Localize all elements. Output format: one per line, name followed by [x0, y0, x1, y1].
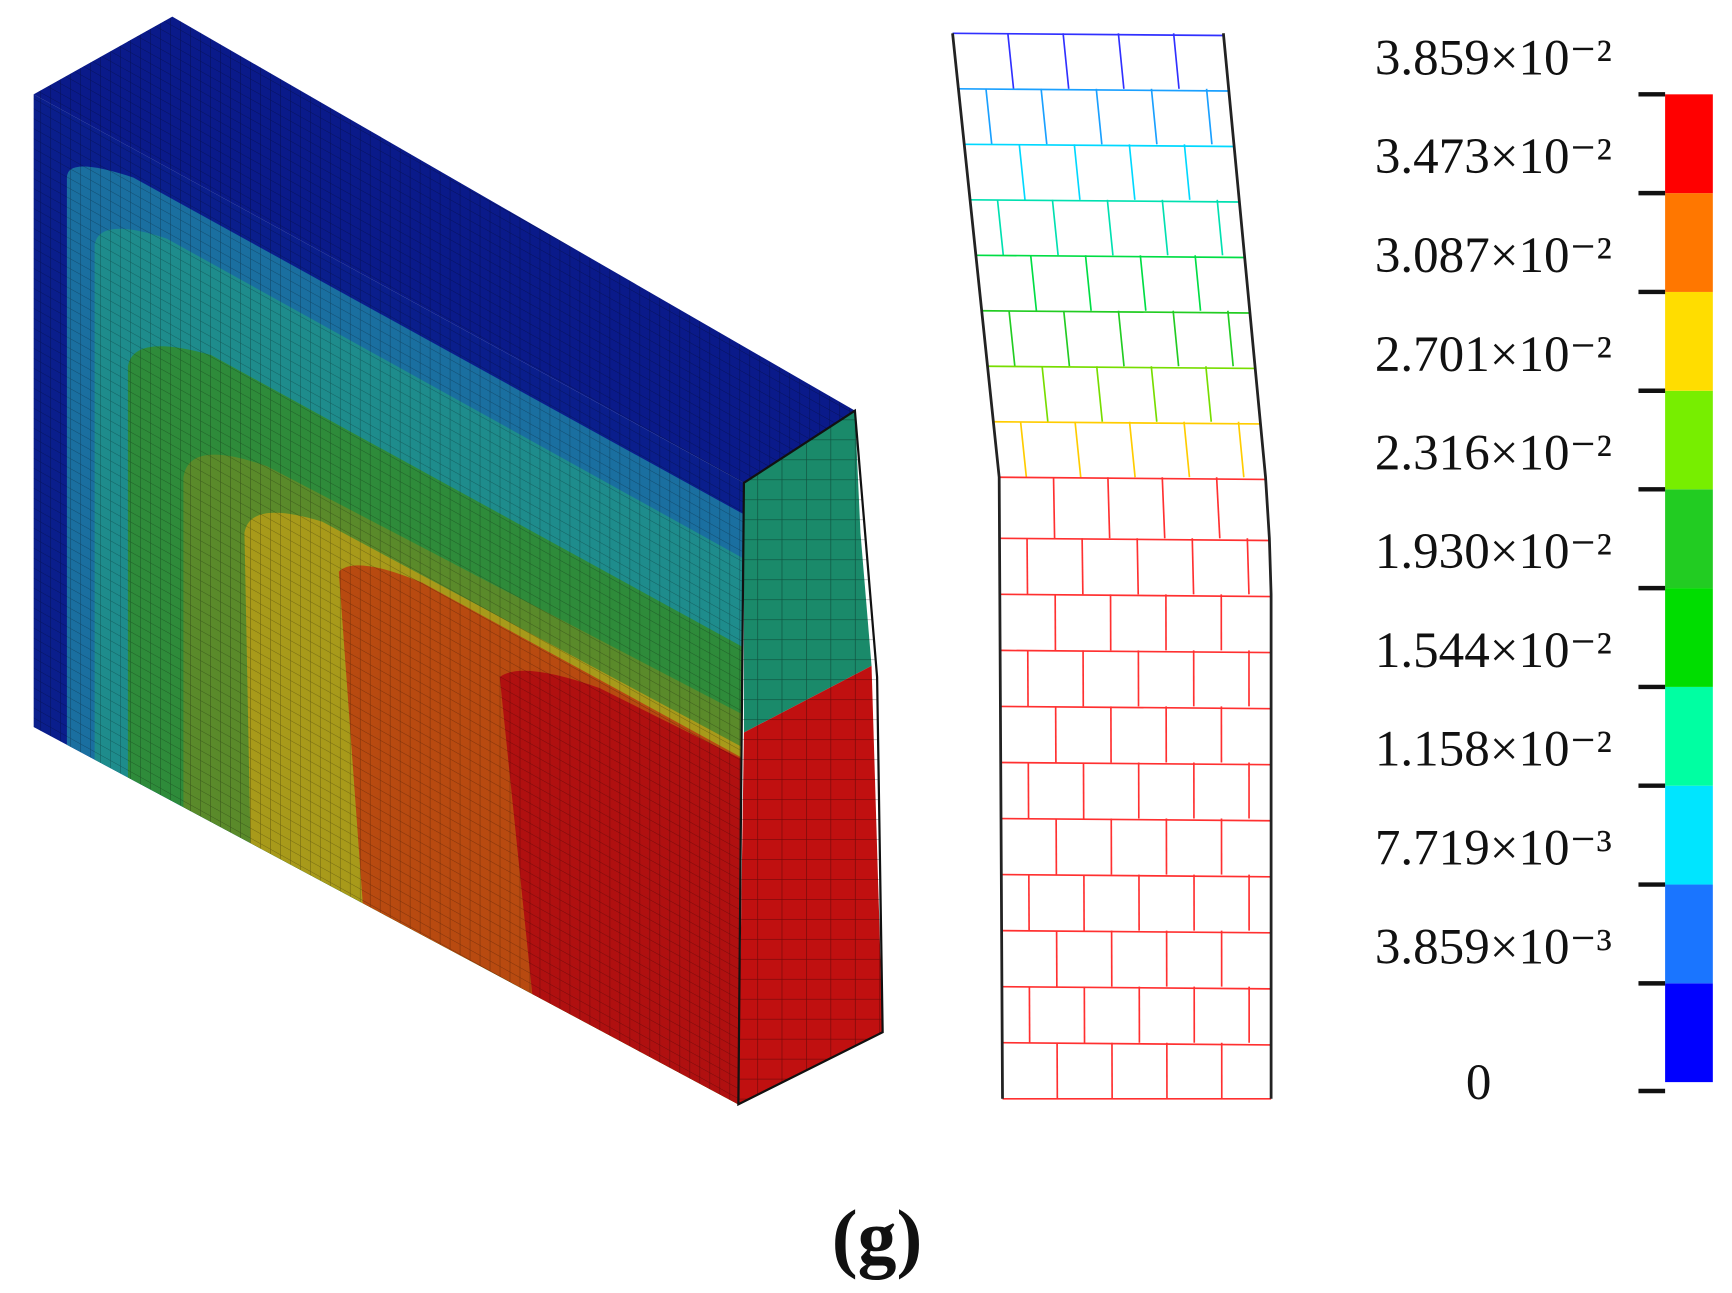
mesh-line [1161, 477, 1166, 539]
mesh-line [1183, 421, 1191, 478]
mesh-line [1000, 649, 1272, 654]
mesh-line [1246, 538, 1250, 595]
mesh-line [1215, 477, 1221, 539]
mesh-line [1161, 199, 1169, 256]
mesh-line [970, 198, 1240, 203]
mesh-line [999, 593, 1272, 598]
color-band [1665, 785, 1713, 885]
color-band [1665, 291, 1713, 391]
tick-label: 7.719×10⁻³ [1375, 821, 1612, 877]
color-band [1665, 390, 1713, 490]
tick-label: 3.087×10⁻² [1375, 228, 1612, 284]
mesh-line [1106, 199, 1114, 256]
mesh-line [1081, 538, 1084, 595]
tick-label: 2.316×10⁻² [1375, 425, 1612, 481]
mesh-line [1128, 421, 1136, 478]
mesh-line [1074, 421, 1082, 478]
mesh-line [1227, 310, 1235, 367]
mesh-line [981, 309, 1250, 314]
mesh-line [1095, 88, 1103, 145]
mesh-line [1150, 88, 1158, 145]
mesh-line [1040, 88, 1048, 145]
column-edge [951, 33, 1004, 1099]
contour-block [33, 16, 884, 1107]
mesh-line [1019, 421, 1028, 478]
color-band [1665, 983, 1713, 1083]
mesh-line [1008, 310, 1016, 367]
mesh-line [1062, 310, 1071, 367]
mesh-line [958, 87, 1229, 92]
column-edge [1221, 33, 1273, 1099]
tick-label: 3.859×10⁻² [1375, 30, 1612, 86]
mesh-line [1001, 817, 1272, 822]
mesh-line [964, 143, 1234, 148]
mesh-line [985, 88, 993, 145]
color-band [1665, 489, 1713, 589]
color-band [1665, 94, 1713, 194]
mesh-line [993, 420, 1261, 425]
mesh-line [1000, 705, 1272, 710]
top-mesh [33, 16, 855, 483]
tick-label: 1.544×10⁻² [1375, 623, 1612, 679]
mesh-line [1084, 255, 1092, 311]
mesh-line [987, 365, 1256, 370]
mesh-line [1205, 366, 1213, 422]
tick-label: 3.473×10⁻² [1375, 129, 1612, 185]
tick-label: 0 [1466, 1055, 1492, 1111]
tick-label: 3.859×10⁻³ [1375, 919, 1612, 975]
mesh-line [1117, 33, 1125, 89]
mesh-line [1001, 929, 1272, 934]
side-mesh [737, 408, 884, 1107]
mesh-line [999, 537, 1270, 542]
mesh-line [1029, 255, 1038, 311]
mesh-line [975, 254, 1245, 259]
color-band [1665, 588, 1713, 687]
mesh-line [1216, 199, 1224, 256]
mesh-line [1018, 144, 1026, 200]
mesh-line [1191, 538, 1195, 595]
mesh-line [1172, 310, 1180, 367]
colorbar: 0 3.859×10⁻³ 7.719×10⁻³ 1.158×10⁻² 1.544×10⁻… [1375, 30, 1713, 1111]
mesh-line [1051, 199, 1059, 256]
mesh-line [1052, 477, 1056, 539]
mesh-line [1128, 144, 1136, 200]
color-band [1665, 686, 1713, 786]
mesh-line [1062, 33, 1070, 89]
mesh-line [1095, 366, 1104, 422]
mesh-line [1237, 421, 1245, 478]
mesh-line [996, 199, 1005, 256]
color-band [1665, 193, 1713, 292]
mesh-line [1117, 310, 1125, 367]
mesh-line [1205, 88, 1213, 145]
mesh-line [1002, 1041, 1272, 1046]
mesh-line [952, 32, 1224, 37]
mesh-line [1107, 477, 1111, 539]
mesh-line [1150, 366, 1158, 422]
mesh-line [1136, 538, 1140, 595]
color-band [1665, 884, 1713, 984]
deformed-mesh [951, 32, 1273, 1100]
mesh-line [1139, 255, 1147, 311]
tick-label: 2.701×10⁻² [1375, 327, 1612, 383]
mesh-line [1000, 761, 1272, 766]
tick-label: 1.158×10⁻² [1375, 722, 1612, 778]
mesh-line [1041, 366, 1049, 422]
mesh-line [1007, 33, 1015, 89]
mesh-line [1172, 33, 1180, 89]
mesh-line [1073, 144, 1081, 200]
mesh-line [999, 476, 1266, 481]
mesh-line [1001, 873, 1272, 878]
tick-label: 1.930×10⁻² [1375, 524, 1612, 580]
mesh-line [1001, 985, 1272, 990]
mesh-line [1194, 255, 1202, 311]
mesh-line [1183, 144, 1191, 200]
caption: (g) [832, 1194, 923, 1280]
